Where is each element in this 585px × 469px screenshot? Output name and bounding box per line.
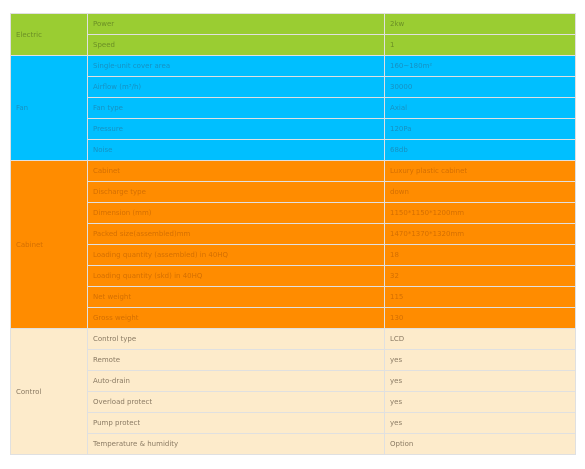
- row-label: Pump protect: [87, 412, 385, 434]
- row-label: Single-unit cover area: [87, 55, 385, 77]
- row-value: 1470*1370*1320mm: [384, 223, 576, 245]
- group-label-electric: Electric: [10, 13, 88, 56]
- row-value: yes: [384, 391, 576, 413]
- row-label: Dimension (mm): [87, 202, 385, 224]
- table-row: Fan type Axial: [11, 97, 576, 119]
- table-row: Pressure 120Pa: [11, 118, 576, 140]
- row-label: Remote: [87, 349, 385, 371]
- row-label: Control type: [87, 328, 385, 350]
- row-value: Axial: [384, 97, 576, 119]
- row-value: 30000: [384, 76, 576, 98]
- table-row: Control Control type LCD: [10, 328, 576, 455]
- row-value: 68db: [384, 139, 576, 161]
- row-value: 18: [384, 244, 576, 266]
- group-label-cabinet: Cabinet: [10, 160, 88, 329]
- row-value: yes: [384, 370, 576, 392]
- row-label: Cabinet: [87, 160, 385, 182]
- spec-table: Electric Power 2kw Speed 1 Fan Single-un…: [10, 13, 576, 455]
- row-value: Luxury plastic cabinet: [384, 160, 576, 182]
- table-row: Net weight 115: [11, 286, 576, 308]
- spec-table-body: Electric Power 2kw Speed 1 Fan Single-un…: [10, 13, 576, 455]
- row-label: Packed size(assembled)mm: [87, 223, 385, 245]
- row-value: 1: [384, 34, 576, 56]
- table-row: Noise 68db: [11, 139, 576, 161]
- table-row: Remote yes: [11, 349, 576, 371]
- table-row: Loading quantity (skd) in 40HQ 32: [11, 265, 576, 287]
- row-value: LCD: [384, 328, 576, 350]
- table-row: Dimension (mm) 1150*1150*1200mm: [11, 202, 576, 224]
- row-value: 2kw: [384, 13, 576, 35]
- row-label: Fan type: [87, 97, 385, 119]
- row-label: Loading quantity (skd) in 40HQ: [87, 265, 385, 287]
- table-row: Discharge type down: [11, 181, 576, 203]
- row-label: Auto-drain: [87, 370, 385, 392]
- row-label: Pressure: [87, 118, 385, 140]
- row-value: Option: [384, 433, 576, 455]
- row-value: 32: [384, 265, 576, 287]
- row-label: Net weight: [87, 286, 385, 308]
- row-label: Loading quantity (assembled) in 40HQ: [87, 244, 385, 266]
- row-label: Speed: [87, 34, 385, 56]
- spec-table-container: Electric Power 2kw Speed 1 Fan Single-un…: [10, 13, 576, 455]
- row-value: 130: [384, 307, 576, 329]
- row-label: Power: [87, 13, 385, 35]
- table-row: Electric Power 2kw: [10, 13, 576, 56]
- row-value: 120Pa: [384, 118, 576, 140]
- row-value: 1150*1150*1200mm: [384, 202, 576, 224]
- table-row: Temperature & humidity Option: [11, 433, 576, 455]
- group-label-fan: Fan: [10, 55, 88, 161]
- table-row: Pump protect yes: [11, 412, 576, 434]
- row-label: Temperature & humidity: [87, 433, 385, 455]
- row-label: Overload protect: [87, 391, 385, 413]
- table-row: Gross weight 130: [11, 307, 576, 329]
- table-row: Packed size(assembled)mm 1470*1370*1320m…: [11, 223, 576, 245]
- row-label: Discharge type: [87, 181, 385, 203]
- table-row: Loading quantity (assembled) in 40HQ 18: [11, 244, 576, 266]
- row-value: 115: [384, 286, 576, 308]
- row-label: Noise: [87, 139, 385, 161]
- table-row: Cabinet Cabinet Luxury plastic cabinet: [10, 160, 576, 329]
- table-row: Auto-drain yes: [11, 370, 576, 392]
- table-row: Overload protect yes: [11, 391, 576, 413]
- table-row: Speed 1: [11, 34, 576, 56]
- row-value: yes: [384, 412, 576, 434]
- row-label: Airflow (m³/h): [87, 76, 385, 98]
- row-label: Gross weight: [87, 307, 385, 329]
- row-value: down: [384, 181, 576, 203]
- row-value: yes: [384, 349, 576, 371]
- table-row: Airflow (m³/h) 30000: [11, 76, 576, 98]
- row-value: 160~180m²: [384, 55, 576, 77]
- group-label-control: Control: [10, 328, 88, 455]
- table-row: Fan Single-unit cover area 160~180m²: [10, 55, 576, 161]
